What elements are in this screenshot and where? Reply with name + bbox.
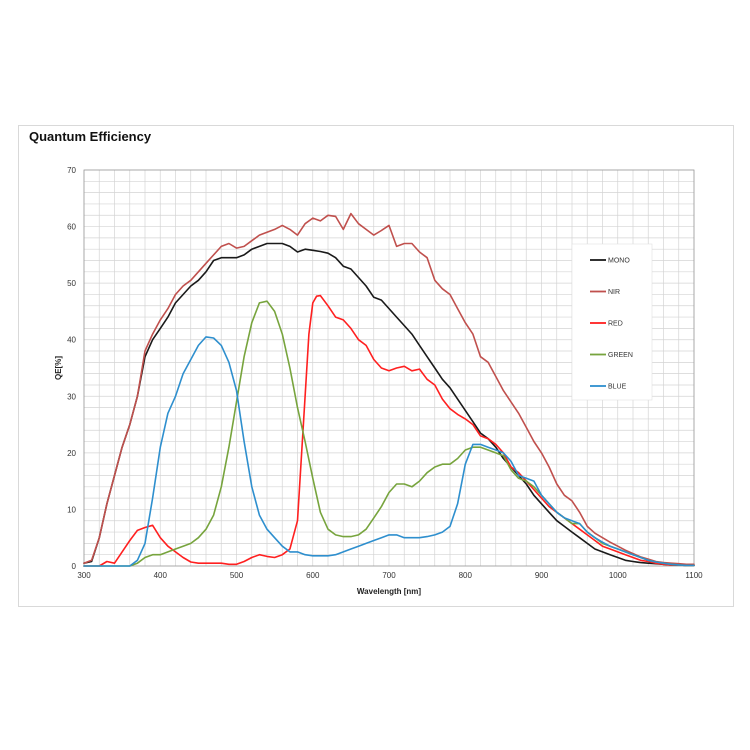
chart-title: Quantum Efficiency [29, 129, 152, 144]
y-axis-label: QE[%] [54, 356, 63, 380]
x-tick-label: 600 [306, 571, 320, 580]
x-axis-label: Wavelength [nm] [357, 587, 421, 596]
series-line-nir [83, 212, 695, 566]
y-tick-label: 20 [67, 449, 76, 458]
y-tick-label: 60 [67, 223, 76, 232]
y-tick-label: 0 [72, 562, 77, 571]
legend-label: BLUE [608, 384, 627, 391]
legend-label: MONO [608, 258, 630, 265]
legend-box [571, 243, 653, 401]
x-tick-label: 700 [382, 571, 396, 580]
legend-label: RED [608, 321, 623, 328]
x-tick-label: 400 [154, 571, 168, 580]
x-tick-label: 300 [77, 571, 91, 580]
legend-label: NIR [608, 289, 620, 296]
y-tick-label: 30 [67, 392, 76, 401]
legend-label: GREEN [608, 352, 633, 359]
series-line-red [83, 294, 695, 567]
x-tick-label: 1000 [609, 571, 627, 580]
y-tick-label: 70 [67, 166, 76, 175]
series-layer [83, 212, 695, 567]
x-tick-label: 1100 [685, 571, 703, 580]
legend: MONO NIR RED GREEN BLUE [571, 243, 653, 401]
x-tick-label: 900 [535, 571, 549, 580]
series-line-blue [83, 336, 695, 567]
y-tick-label: 10 [67, 505, 76, 514]
y-tick-label: 40 [67, 336, 76, 345]
series-line-mono [83, 242, 695, 567]
y-tick-label: 50 [67, 279, 76, 288]
axis-layer: 300 400 500 600 700 800 900 1000 1100 0 10 20 30 40 50… [54, 166, 703, 596]
plot-border [83, 169, 695, 567]
x-tick-label: 500 [230, 571, 244, 580]
x-tick-label: 800 [459, 571, 473, 580]
